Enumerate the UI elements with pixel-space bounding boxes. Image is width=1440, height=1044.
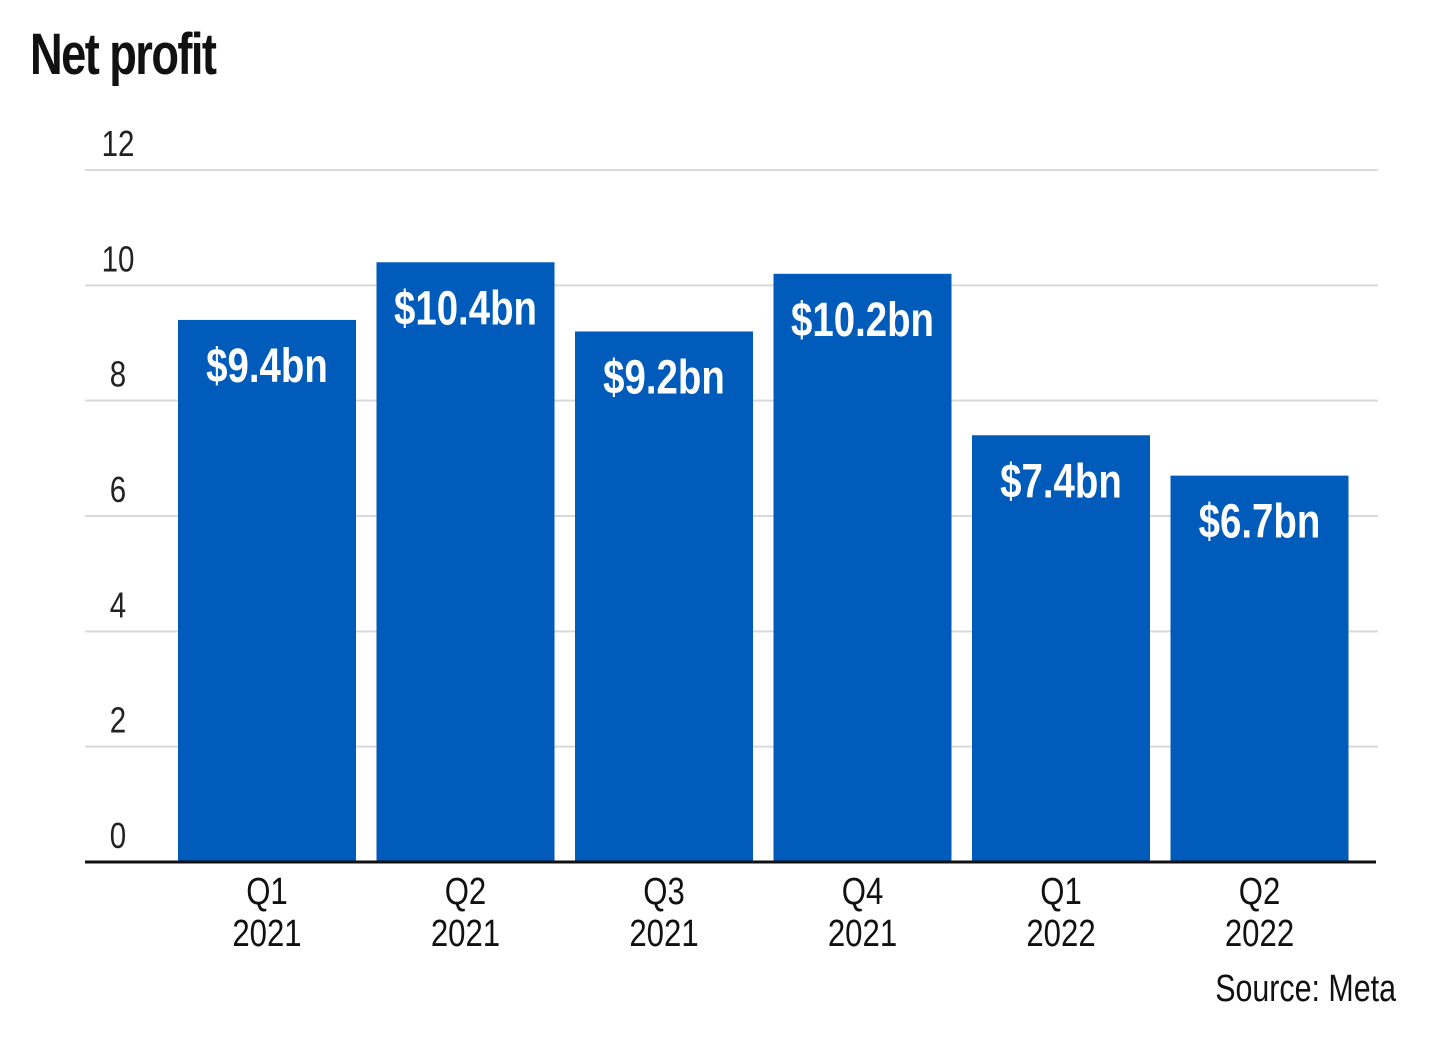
y-tick-label: 0 [110,815,126,855]
y-axis-ticks: 0 2 4 6 8 10 12 [102,123,135,855]
y-tick-label: 10 [102,239,135,279]
data-label: $9.4bn [206,340,328,393]
x-tick-label-quarter: Q1 [1040,871,1082,913]
data-label: $10.2bn [791,294,934,347]
y-tick-label: 4 [110,585,126,625]
data-label: $9.2bn [603,352,725,405]
x-tick-label-quarter: Q4 [842,871,884,913]
bars [178,262,1349,862]
y-tick-label: 12 [102,123,135,163]
data-label: $10.4bn [394,282,537,335]
y-tick-label: 8 [110,354,126,394]
x-tick-label-year: 2022 [1225,913,1294,955]
x-tick-label-year: 2021 [629,913,698,955]
x-tick-label-year: 2021 [431,913,500,955]
x-tick-label-quarter: Q3 [643,871,685,913]
bar-q4-2021 [773,273,952,862]
bar-q2-2022 [1170,475,1349,862]
y-tick-label: 6 [110,469,126,509]
source-note: Source: Meta [1215,968,1396,1010]
chart-title: Net profit [30,22,217,87]
y-tick-label: 2 [110,700,126,740]
data-label: $6.7bn [1199,496,1321,549]
x-tick-label-year: 2021 [828,913,897,955]
x-tick-label-quarter: Q1 [246,871,288,913]
x-tick-label-year: 2021 [232,913,301,955]
x-tick-label-year: 2022 [1026,913,1095,955]
data-label: $7.4bn [1000,455,1122,508]
bar-q1-2021 [178,319,356,862]
bar-q2-2021 [376,262,555,862]
x-tick-label-quarter: Q2 [1239,871,1281,913]
data-labels: $9.4bn $10.4bn $9.2bn $10.2bn $7.4bn $6.7bn [206,282,1320,548]
bar-q1-2022 [972,435,1150,862]
x-tick-label-quarter: Q2 [445,871,487,913]
bar-q3-2021 [575,331,753,862]
